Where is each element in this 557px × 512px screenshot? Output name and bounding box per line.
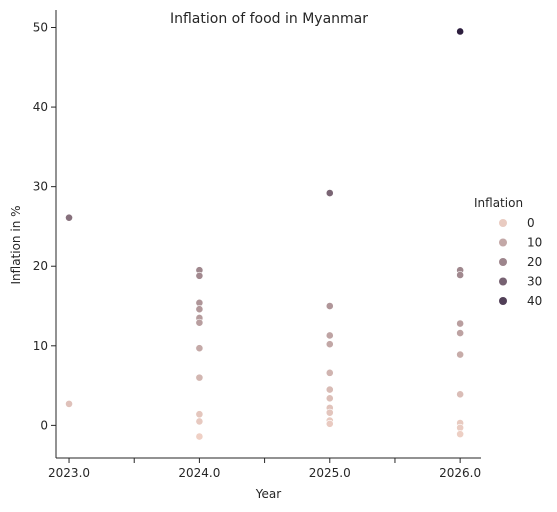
- y-axis-label: Inflation in %: [9, 205, 23, 284]
- legend-marker: [499, 297, 507, 305]
- legend-entry-label: 30: [527, 275, 542, 289]
- legend-entry-label: 10: [527, 236, 542, 250]
- data-point: [456, 430, 465, 439]
- legend: Inflation 0 10 20 30 40: [474, 196, 542, 308]
- data-point: [456, 271, 465, 279]
- y-ticks: 0 10 20 30 40 50: [33, 21, 56, 432]
- x-tick-label: 2024.0: [178, 466, 220, 480]
- data-point: [456, 390, 465, 399]
- x-axis-label: Year: [255, 487, 281, 501]
- data-point: [325, 408, 334, 417]
- data-point: [456, 350, 465, 359]
- data-point: [195, 271, 204, 280]
- legend-entry-label: 20: [527, 255, 542, 269]
- data-point: [325, 340, 334, 349]
- x-ticks: 2023.0 2024.0 2025.0 2026.0: [48, 458, 481, 480]
- legend-entry-label: 0: [527, 216, 535, 230]
- x-tick-label: 2023.0: [48, 466, 90, 480]
- legend-marker: [499, 238, 507, 247]
- legend-entries: 0 10 20 30 40: [499, 216, 542, 308]
- legend-title: Inflation: [474, 196, 523, 210]
- data-point: [325, 385, 334, 394]
- legend-marker: [499, 277, 507, 286]
- data-point: [65, 213, 73, 222]
- data-point: [195, 344, 204, 353]
- data-point: [195, 417, 204, 426]
- data-points: [65, 27, 465, 441]
- data-point: [456, 319, 465, 328]
- data-point: [325, 302, 334, 310]
- data-point: [456, 27, 465, 36]
- x-tick-label: 2025.0: [309, 466, 351, 480]
- data-point: [325, 368, 334, 377]
- legend-marker: [499, 258, 507, 266]
- plot-area: 0 10 20 30 40 50 2023.0 2024.0 2025.0 2026.0: [33, 10, 481, 480]
- legend-marker: [499, 219, 507, 227]
- data-point: [195, 373, 204, 382]
- y-tick-label: 50: [33, 21, 48, 35]
- data-point: [325, 189, 334, 197]
- y-tick-label: 40: [33, 100, 48, 114]
- data-point: [195, 410, 204, 419]
- data-point: [65, 399, 73, 408]
- data-point: [195, 318, 204, 327]
- data-point: [195, 432, 204, 441]
- data-point: [456, 329, 465, 337]
- data-point: [195, 305, 204, 314]
- data-point: [325, 394, 334, 403]
- x-tick-label: 2026.0: [439, 466, 481, 480]
- y-tick-label: 20: [33, 259, 48, 273]
- data-point: [325, 331, 334, 340]
- data-point: [325, 419, 334, 428]
- y-tick-label: 0: [40, 418, 48, 432]
- y-tick-label: 30: [33, 180, 48, 194]
- chart-title: Inflation of food in Myanmar: [170, 11, 368, 27]
- legend-entry-label: 40: [527, 294, 542, 308]
- y-tick-label: 10: [33, 339, 48, 353]
